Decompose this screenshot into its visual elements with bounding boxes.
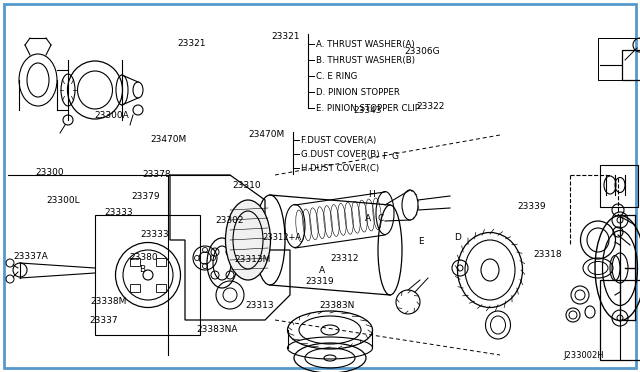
Text: G: G xyxy=(392,153,398,161)
Text: 23339: 23339 xyxy=(517,202,545,211)
Bar xyxy=(131,284,140,292)
Text: E: E xyxy=(418,237,423,246)
Bar xyxy=(95,215,200,335)
Text: 23383N: 23383N xyxy=(319,301,355,310)
Text: 23312: 23312 xyxy=(330,254,358,263)
Bar xyxy=(131,258,140,266)
Text: 23378: 23378 xyxy=(143,170,171,179)
Text: 23321: 23321 xyxy=(271,32,300,41)
Text: F.DUST COVER(A): F.DUST COVER(A) xyxy=(301,136,376,145)
Text: 23343: 23343 xyxy=(353,106,381,115)
Text: A: A xyxy=(365,214,371,223)
Bar xyxy=(600,165,638,207)
Text: C. E RING: C. E RING xyxy=(316,72,357,81)
Text: 23470M: 23470M xyxy=(150,135,186,144)
Text: 23313M: 23313M xyxy=(235,255,271,264)
Text: 23380: 23380 xyxy=(130,253,158,262)
Text: H: H xyxy=(368,190,374,199)
Text: 23300: 23300 xyxy=(36,169,64,177)
Text: 23337A: 23337A xyxy=(13,252,48,261)
Text: 23300A: 23300A xyxy=(95,111,129,120)
Text: G.DUST COVER(B): G.DUST COVER(B) xyxy=(301,150,380,159)
Text: 23300L: 23300L xyxy=(46,196,79,205)
Text: B. THRUST WASHER(B): B. THRUST WASHER(B) xyxy=(316,56,415,65)
Bar xyxy=(598,38,640,80)
Text: H.DUST COVER(C): H.DUST COVER(C) xyxy=(301,164,379,173)
Text: J233002H: J233002H xyxy=(563,351,604,360)
Text: 23318: 23318 xyxy=(533,250,561,259)
Text: D. PINION STOPPER: D. PINION STOPPER xyxy=(316,88,400,97)
Bar xyxy=(600,280,640,360)
Text: A. THRUST WASHER(A): A. THRUST WASHER(A) xyxy=(316,40,415,49)
Text: E. PINION STOPPER CLIP: E. PINION STOPPER CLIP xyxy=(316,104,420,113)
Text: 23337: 23337 xyxy=(90,316,118,325)
Text: 23383NA: 23383NA xyxy=(197,325,238,334)
Text: 23302: 23302 xyxy=(215,216,243,225)
Text: F: F xyxy=(382,153,387,161)
Text: A: A xyxy=(319,266,325,275)
Text: B: B xyxy=(139,265,145,274)
Text: 23312+A: 23312+A xyxy=(262,233,301,242)
Text: C: C xyxy=(378,214,384,223)
Text: 23313: 23313 xyxy=(245,301,273,310)
Text: 23379: 23379 xyxy=(132,192,160,201)
Text: 23333: 23333 xyxy=(141,230,169,239)
Text: 23470M: 23470M xyxy=(249,130,285,139)
Ellipse shape xyxy=(225,200,271,280)
Bar xyxy=(156,258,166,266)
Text: 23306G: 23306G xyxy=(404,47,440,56)
Bar xyxy=(622,50,640,80)
Text: 23322: 23322 xyxy=(416,102,444,110)
Text: 23333: 23333 xyxy=(105,208,133,217)
Text: 23321: 23321 xyxy=(178,39,206,48)
Text: 23319: 23319 xyxy=(306,278,334,286)
Text: 23310: 23310 xyxy=(232,181,260,190)
Text: 23338M: 23338M xyxy=(91,297,127,306)
Text: D: D xyxy=(454,233,461,242)
Bar xyxy=(156,284,166,292)
